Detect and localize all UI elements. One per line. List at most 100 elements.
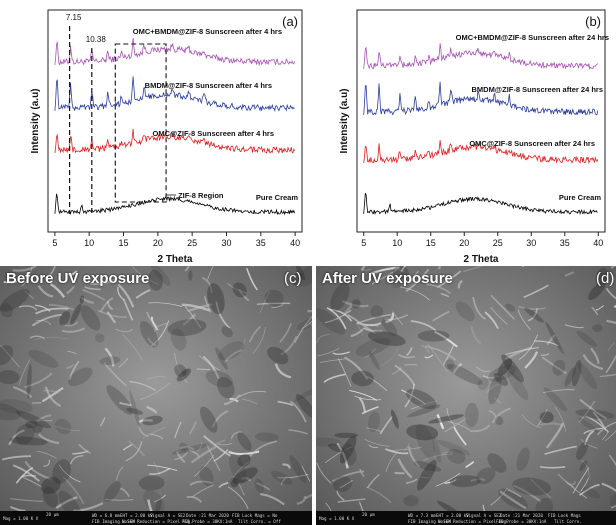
series-line [54, 193, 295, 216]
sem-shadow [381, 318, 398, 336]
sem-ridge [420, 476, 432, 479]
sem-ridge [504, 346, 533, 360]
sem-ridge [601, 482, 616, 493]
sem-ridge [135, 289, 151, 299]
sem-ridge [507, 489, 522, 498]
sem-ridge [432, 310, 450, 322]
sem-ridge [437, 266, 442, 270]
sem-ridge [518, 305, 546, 310]
sem-ridge [202, 355, 220, 379]
sem-ridge [410, 270, 419, 283]
sem-shadow [15, 423, 35, 445]
sem-ridge [146, 405, 158, 414]
sem-ridge [189, 421, 197, 435]
x-tick-label: 25 [493, 238, 503, 248]
mag-text: Mag = 1.00 K X [3, 516, 39, 521]
chart-a: 5 10 15 20 25 30 35 40 2 Theta Intensity (a.u) (a)… [30, 9, 303, 265]
plot-frame [47, 9, 303, 233]
sem-ridge [36, 450, 57, 459]
sem-shadow [170, 328, 187, 351]
sem-ridge [597, 421, 616, 436]
sem-shadow [334, 432, 359, 438]
sem-ridge [146, 375, 167, 381]
sem-ridge [304, 493, 312, 500]
sem-shadow [447, 364, 483, 385]
sem-ridge [540, 353, 550, 356]
sem-ridge [149, 467, 171, 475]
sem-ridge [425, 345, 457, 361]
sem-ridge [441, 451, 454, 455]
sem-shadow [407, 404, 441, 418]
sem-ridge [49, 282, 66, 298]
sem-shadow [129, 390, 141, 429]
sem-ridge [350, 328, 364, 337]
sem-shadow [415, 423, 436, 459]
sem-ridge [106, 300, 114, 310]
sem-ridge [308, 321, 312, 327]
sem-ridge [605, 354, 616, 374]
panel-label: (a) [282, 14, 298, 29]
sem-ridge [196, 368, 210, 370]
sem-ridge [591, 306, 599, 316]
sem-ridge [131, 266, 159, 285]
sem-ridge [385, 451, 398, 472]
sem-ridge [513, 484, 542, 503]
sem-ridge [544, 445, 577, 455]
sem-ridge [189, 480, 213, 486]
sem-ridge [475, 366, 491, 372]
sem-ridge [207, 266, 214, 280]
sem-ridge [66, 363, 75, 370]
sem-ridge [277, 473, 309, 479]
sem-ridge [524, 351, 539, 369]
sem-shadow [339, 435, 357, 464]
sem-ridge [484, 311, 499, 329]
sem-ridge [545, 422, 565, 449]
sem-ridge [604, 430, 616, 442]
sem-ridge [339, 480, 353, 489]
imaging-text: FIB Imaging = SEM [92, 519, 135, 524]
sem-ridge [385, 448, 409, 455]
sem-ridge [530, 478, 552, 499]
sem-ridge [499, 490, 527, 510]
sem-shadow [32, 424, 43, 433]
panel-label: (b) [585, 14, 601, 29]
sem-shadow [403, 495, 419, 507]
sem-ridge [99, 417, 106, 427]
sem-ridge [422, 453, 453, 462]
sem-shadow [232, 282, 247, 298]
sem-ridge [336, 490, 345, 501]
sem-ridge [69, 360, 80, 380]
sem-ridge [323, 373, 346, 383]
sem-ridge [435, 472, 461, 487]
eht-text: EHT = 2.00 kV [120, 513, 153, 518]
sem-ridge [582, 353, 604, 371]
sem-ridge [227, 486, 249, 509]
sem-ridge [368, 444, 379, 449]
sem-ridge [256, 302, 291, 305]
sem-ridge [246, 267, 258, 291]
sem-ridge [472, 296, 486, 320]
sem-shadow [449, 475, 481, 488]
sem-ridge [149, 433, 164, 440]
sem-shadow [327, 443, 345, 453]
sem-ridge [578, 400, 596, 423]
sem-shadow [99, 356, 121, 366]
peak-label: 7.15 [66, 13, 82, 22]
sem-ridge [523, 284, 549, 299]
sem-ridge [326, 307, 347, 330]
sem-ridge [2, 455, 32, 461]
sem-shadow [270, 470, 293, 485]
sem-ridge [400, 266, 407, 272]
sem-ridge [337, 358, 352, 387]
sem-ridge [384, 314, 409, 321]
sem-ridge [34, 337, 68, 341]
sem-ridge [337, 498, 366, 503]
sem-ridge [277, 400, 294, 407]
sem-ridge [405, 478, 418, 484]
sem-ridge [252, 326, 266, 354]
sem-shadow [437, 439, 471, 456]
sem-ridge [115, 328, 134, 333]
sem-ridge [400, 286, 430, 301]
sem-ridge [336, 442, 349, 469]
sem-ridge [31, 402, 42, 404]
